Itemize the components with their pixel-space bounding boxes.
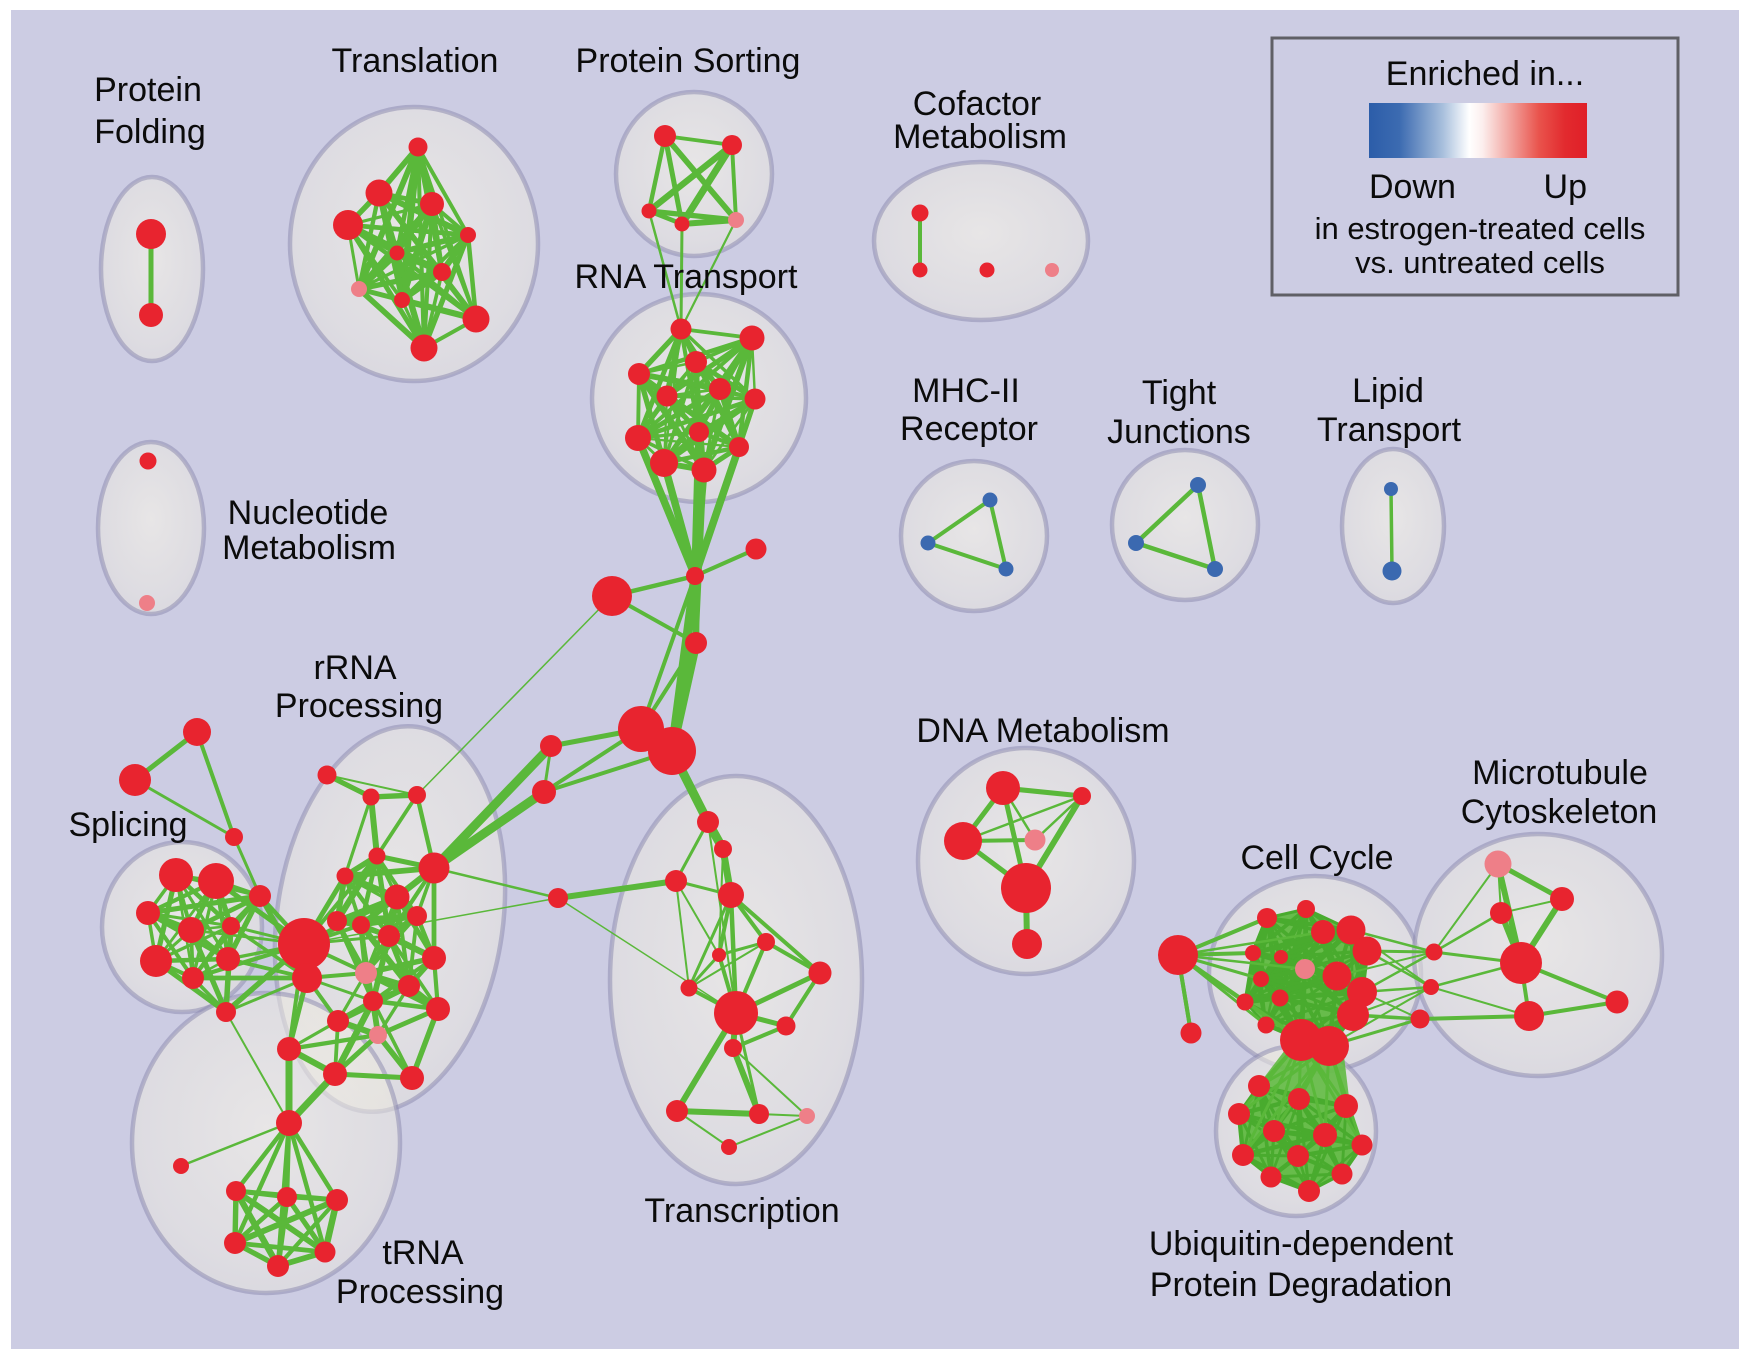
svg-text:Transport: Transport [1317, 411, 1462, 449]
svg-text:Folding: Folding [94, 113, 206, 151]
svg-text:in estrogen-treated cells: in estrogen-treated cells [1315, 211, 1646, 246]
svg-text:Junctions: Junctions [1107, 413, 1251, 451]
svg-text:Cytoskeleton: Cytoskeleton [1461, 793, 1658, 831]
svg-text:DNA Metabolism: DNA Metabolism [916, 712, 1169, 750]
svg-text:RNA Transport: RNA Transport [575, 258, 799, 296]
svg-text:Metabolism: Metabolism [222, 529, 396, 567]
svg-text:Protein Sorting: Protein Sorting [576, 42, 801, 80]
svg-text:Cell Cycle: Cell Cycle [1240, 839, 1393, 877]
svg-text:tRNA: tRNA [382, 1234, 464, 1272]
svg-text:vs. untreated cells: vs. untreated cells [1355, 245, 1605, 280]
svg-text:Receptor: Receptor [900, 410, 1038, 448]
svg-text:Enriched in...: Enriched in... [1386, 55, 1584, 93]
svg-text:Splicing: Splicing [68, 806, 187, 844]
svg-text:Microtubule: Microtubule [1472, 754, 1648, 792]
svg-text:Down: Down [1369, 168, 1456, 206]
svg-text:Transcription: Transcription [644, 1192, 839, 1230]
svg-text:Processing: Processing [275, 687, 443, 725]
svg-text:Nucleotide: Nucleotide [228, 494, 389, 532]
svg-text:MHC-II: MHC-II [912, 372, 1020, 410]
svg-text:Tight: Tight [1142, 374, 1217, 412]
svg-text:Cofactor: Cofactor [913, 85, 1042, 123]
svg-text:rRNA: rRNA [313, 649, 396, 687]
svg-text:Protein: Protein [94, 71, 202, 109]
svg-text:Up: Up [1544, 168, 1587, 206]
svg-text:Processing: Processing [336, 1273, 504, 1311]
svg-text:Protein Degradation: Protein Degradation [1150, 1266, 1452, 1304]
svg-text:Translation: Translation [332, 42, 499, 80]
svg-text:Lipid: Lipid [1352, 372, 1424, 410]
svg-text:Metabolism: Metabolism [893, 118, 1067, 156]
svg-text:Ubiquitin-dependent: Ubiquitin-dependent [1149, 1225, 1454, 1263]
